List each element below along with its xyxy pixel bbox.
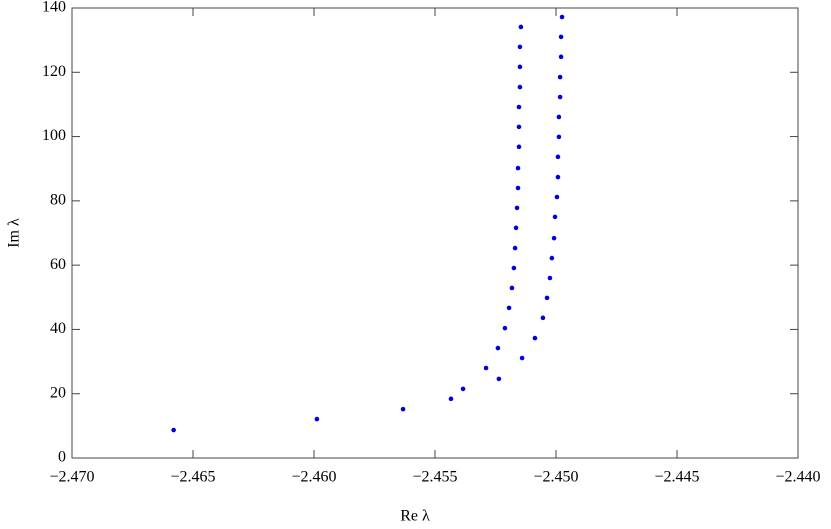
point bbox=[516, 144, 522, 150]
point bbox=[400, 406, 406, 412]
y-tick-label: 100 bbox=[42, 127, 66, 144]
point bbox=[558, 54, 564, 60]
point bbox=[460, 386, 466, 392]
plot-frame bbox=[71, 7, 799, 459]
point bbox=[496, 376, 502, 382]
point bbox=[513, 225, 519, 231]
point bbox=[540, 315, 546, 321]
point bbox=[551, 235, 557, 241]
point bbox=[532, 335, 538, 341]
point bbox=[518, 24, 524, 30]
x-tick-label: −2.440 bbox=[775, 469, 820, 486]
y-tick-label: 0 bbox=[58, 449, 66, 466]
point bbox=[506, 305, 512, 311]
point bbox=[558, 34, 564, 40]
y-tick-label: 40 bbox=[50, 320, 66, 337]
point bbox=[544, 295, 550, 301]
point bbox=[549, 255, 555, 261]
point bbox=[512, 245, 518, 251]
point bbox=[517, 64, 523, 70]
x-tick-label: −2.465 bbox=[170, 469, 215, 486]
point bbox=[314, 416, 320, 422]
point bbox=[557, 74, 563, 80]
x-axis-label: Re λ bbox=[400, 508, 430, 525]
point bbox=[552, 214, 558, 220]
point bbox=[483, 365, 489, 371]
x-tick-label: −2.460 bbox=[291, 469, 336, 486]
point bbox=[516, 104, 522, 110]
point bbox=[555, 174, 561, 180]
point bbox=[448, 396, 454, 402]
y-tick-label: 120 bbox=[42, 63, 66, 80]
point bbox=[515, 185, 521, 191]
x-tick-label: −2.450 bbox=[533, 469, 578, 486]
point bbox=[509, 285, 515, 291]
point bbox=[557, 94, 563, 100]
y-tick-label: 140 bbox=[42, 0, 66, 16]
y-tick-label: 20 bbox=[50, 384, 66, 401]
point bbox=[495, 345, 501, 351]
point bbox=[555, 154, 561, 160]
point bbox=[519, 355, 525, 361]
point bbox=[559, 14, 565, 20]
point bbox=[511, 265, 517, 271]
point bbox=[502, 325, 508, 331]
point bbox=[514, 205, 520, 211]
point bbox=[517, 84, 523, 90]
x-tick-label: −2.470 bbox=[49, 469, 94, 486]
point bbox=[171, 427, 176, 433]
point bbox=[556, 114, 562, 120]
point bbox=[517, 44, 523, 50]
x-tick-label: −2.445 bbox=[654, 469, 699, 486]
point bbox=[554, 194, 560, 200]
y-tick-label: 80 bbox=[50, 192, 66, 209]
x-tick-label: −2.455 bbox=[412, 469, 457, 486]
point bbox=[516, 124, 522, 130]
point bbox=[556, 134, 562, 140]
y-axis-label: Im λ bbox=[6, 218, 23, 248]
point bbox=[515, 165, 521, 171]
point bbox=[547, 275, 553, 281]
y-tick-label: 60 bbox=[50, 256, 66, 273]
